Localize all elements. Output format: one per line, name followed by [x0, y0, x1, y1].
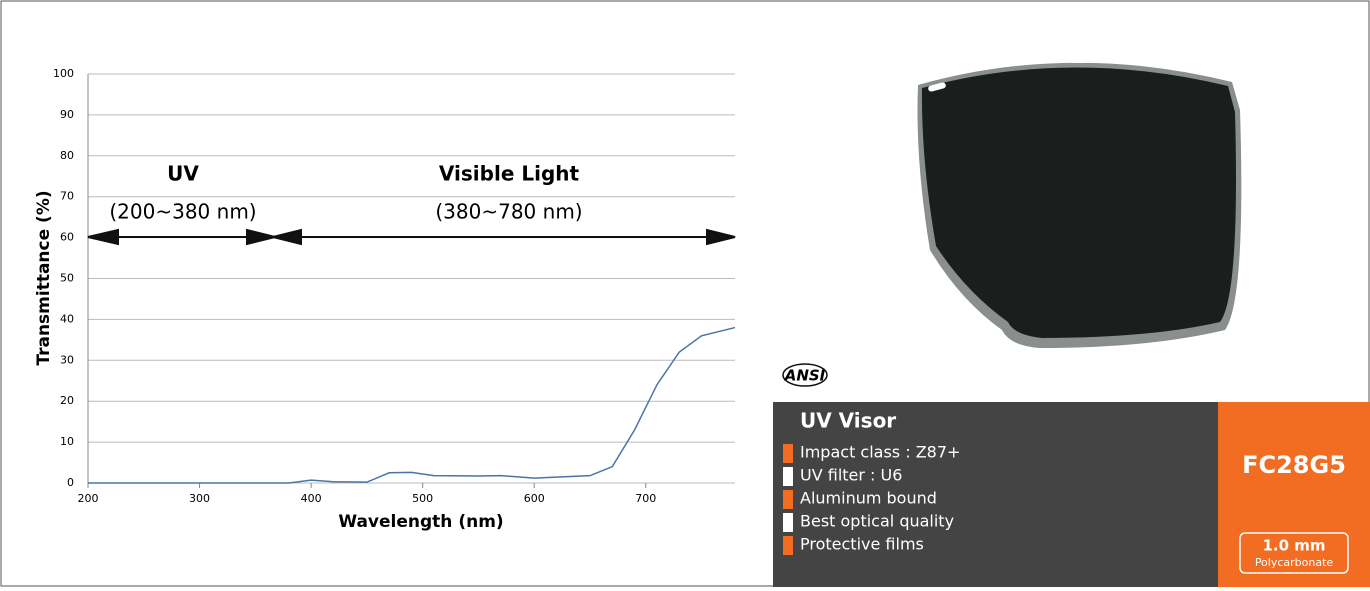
annotation: (380~780 nm)	[435, 200, 582, 224]
model-panel	[1218, 402, 1370, 587]
spec-panel	[773, 402, 1219, 587]
material: Polycarbonate	[1255, 556, 1334, 569]
spec-badge	[1239, 532, 1349, 574]
x-tick-label: 300	[189, 492, 210, 505]
y-tick-label: 100	[53, 67, 74, 80]
feature: Impact class : Z87+	[800, 443, 960, 462]
arrow-head	[706, 228, 736, 246]
bullet	[783, 490, 793, 509]
x-tick-label: 600	[524, 492, 545, 505]
y-axis-title: Transmittance (%)	[34, 190, 54, 365]
bullet	[783, 513, 793, 532]
y-tick-label: 30	[60, 353, 74, 366]
y-tick-label: 20	[60, 394, 74, 407]
x-tick-label: 400	[301, 492, 322, 505]
feature: Best optical quality	[800, 512, 954, 531]
y-tick-label: 10	[60, 435, 74, 448]
feature: Aluminum bound	[800, 489, 937, 508]
feature: UV filter : U6	[800, 466, 902, 485]
arrow-head	[87, 228, 119, 246]
x-tick-label: 700	[635, 492, 656, 505]
bullet	[783, 467, 793, 486]
y-tick-label: 70	[60, 190, 74, 203]
range-arrows	[87, 228, 736, 246]
chart: 0 10 20 30 40 50 60 70 80 90 100 200 300 400 500 600 700…	[34, 67, 736, 532]
annotation: (200~380 nm)	[109, 200, 256, 224]
thickness: 1.0 mm	[1262, 537, 1325, 555]
feature: Protective films	[800, 535, 924, 554]
visor-image	[917, 57, 1242, 348]
y-tick-label: 90	[60, 108, 74, 121]
annotation: Visible Light	[439, 162, 580, 186]
y-tick-label: 40	[60, 312, 74, 325]
logo-ring	[782, 363, 828, 387]
model: FC28G5	[1242, 451, 1346, 479]
x-tick-label: 200	[78, 492, 99, 505]
product-name: UV Visor	[800, 409, 896, 433]
bullet	[783, 536, 793, 555]
x-tick-label: 500	[412, 492, 433, 505]
arrow-head	[272, 228, 302, 246]
y-tick-label: 0	[67, 476, 74, 489]
y-tick-label: 80	[60, 149, 74, 162]
y-tick-label: 60	[60, 231, 74, 244]
bullet	[783, 444, 793, 463]
x-axis-title: Wavelength (nm)	[338, 512, 503, 532]
y-tick-label: 50	[60, 272, 74, 285]
data-line	[88, 326, 736, 484]
feature-list: Impact class : Z87+ UV filter : U6 Aluminu…	[783, 443, 960, 555]
annotation: UV	[167, 162, 199, 186]
arrow-head	[246, 228, 276, 246]
logo: ANSI	[784, 367, 826, 385]
